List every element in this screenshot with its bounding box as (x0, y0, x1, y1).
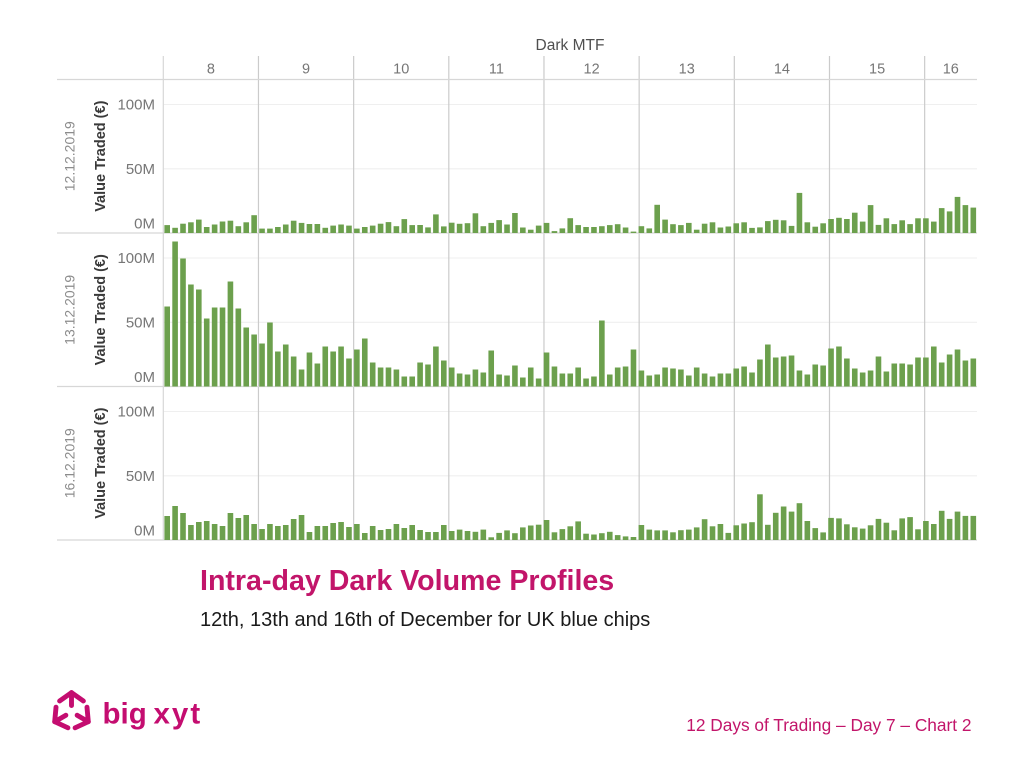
svg-text:50M: 50M (126, 161, 155, 178)
svg-text:14: 14 (774, 62, 790, 78)
svg-text:10: 10 (393, 62, 409, 78)
svg-text:8: 8 (207, 62, 215, 78)
svg-text:100M: 100M (117, 250, 155, 267)
svg-text:16: 16 (943, 62, 959, 78)
svg-text:Value Traded (€): Value Traded (€) (93, 100, 109, 211)
svg-text:12th, 13th and 16th of Decembe: 12th, 13th and 16th of December for UK b… (200, 609, 650, 631)
svg-text:Value Traded (€): Value Traded (€) (93, 254, 109, 365)
svg-text:100M: 100M (117, 97, 155, 114)
svg-text:Value Traded (€): Value Traded (€) (93, 407, 109, 518)
svg-text:12: 12 (584, 62, 600, 78)
svg-text:16.12.2019: 16.12.2019 (62, 428, 78, 498)
svg-text:12.12.2019: 12.12.2019 (62, 121, 78, 191)
svg-text:0M: 0M (134, 523, 155, 540)
svg-text:11: 11 (489, 62, 504, 78)
svg-text:xyt: xyt (154, 698, 203, 731)
svg-text:50M: 50M (126, 468, 155, 485)
svg-text:15: 15 (869, 62, 885, 78)
svg-text:Intra-day Dark Volume Profiles: Intra-day Dark Volume Profiles (200, 565, 614, 597)
svg-text:50M: 50M (126, 314, 155, 331)
svg-text:big: big (103, 698, 147, 731)
svg-text:12 Days of Trading – Day 7 – C: 12 Days of Trading – Day 7 – Chart 2 (686, 715, 971, 735)
svg-text:100M: 100M (117, 404, 155, 421)
svg-text:Dark MTF: Dark MTF (536, 37, 605, 54)
svg-text:0M: 0M (134, 369, 155, 386)
svg-text:13: 13 (679, 62, 695, 78)
svg-text:9: 9 (302, 62, 310, 78)
svg-text:13.12.2019: 13.12.2019 (62, 275, 78, 345)
svg-text:0M: 0M (134, 216, 155, 233)
